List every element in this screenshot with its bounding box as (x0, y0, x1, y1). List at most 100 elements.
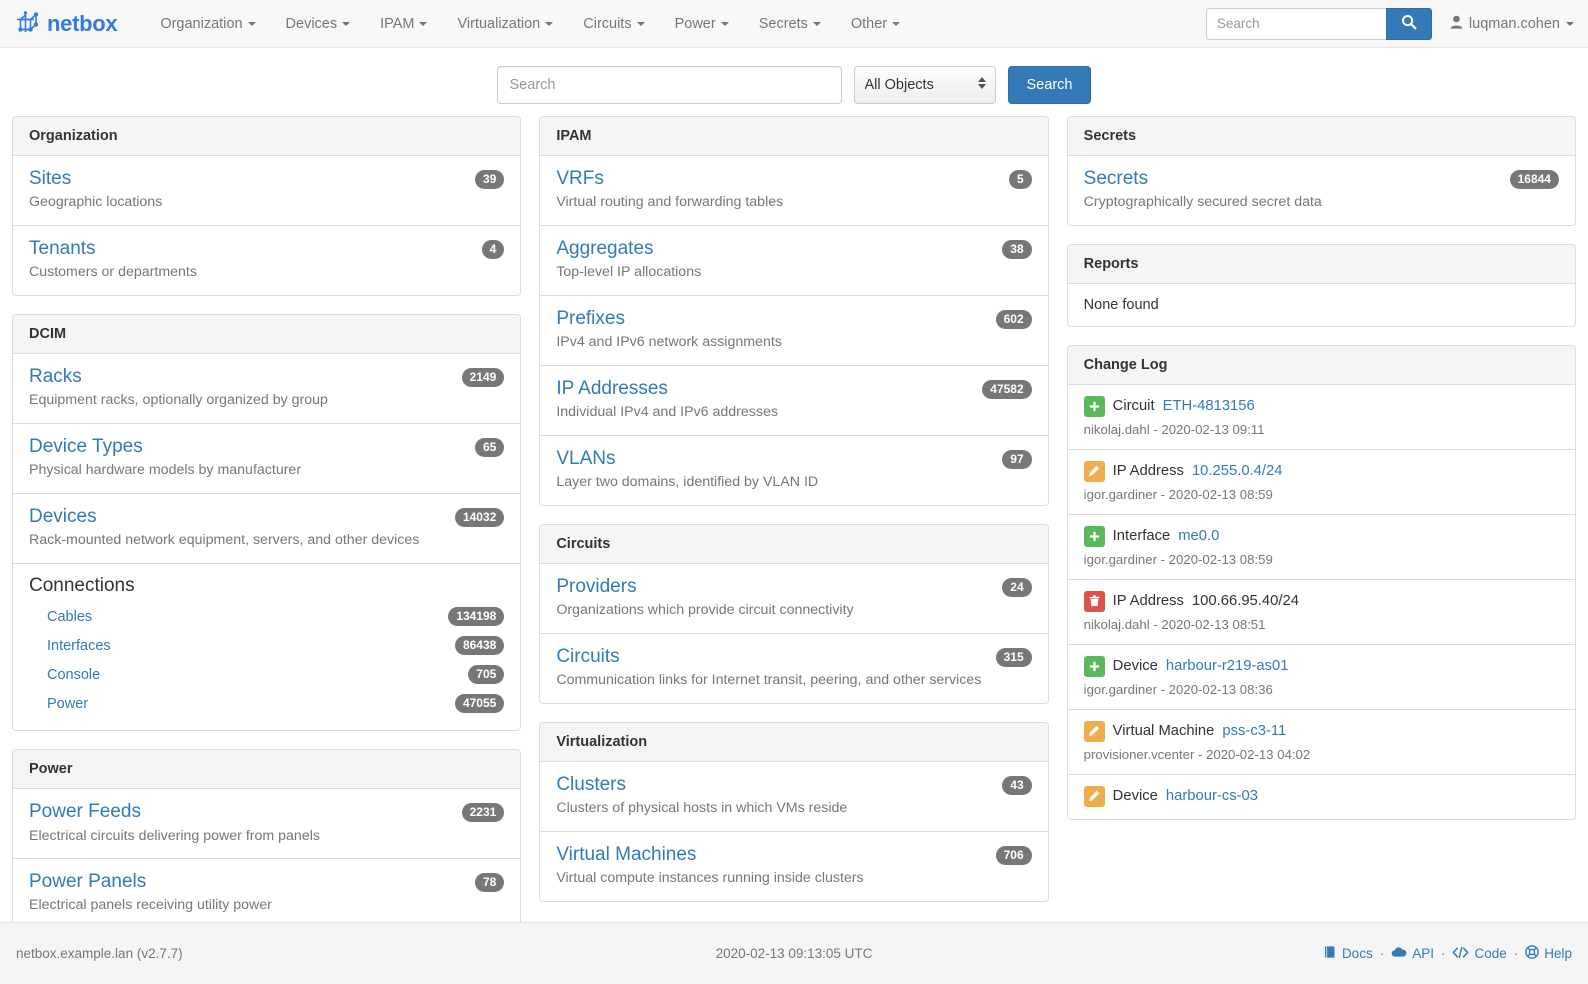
link-prefixes[interactable]: Prefixes (556, 307, 625, 329)
nav-item-devices[interactable]: Devices (271, 2, 366, 46)
column-middle: IPAM VRFs 5 Virtual routing and forwardi… (539, 116, 1049, 920)
link-sites[interactable]: Sites (29, 168, 72, 189)
changelog-object-link[interactable]: ETH-4813156 (1162, 397, 1255, 414)
changelog-object-link[interactable]: pss-c3-11 (1222, 722, 1287, 739)
life-ring-icon (1525, 945, 1540, 962)
link-aggregates[interactable]: Aggregates (556, 237, 654, 259)
user-menu[interactable]: luqman.cohen (1450, 15, 1574, 33)
count-badge: 315 (995, 647, 1032, 667)
list-item-description: Individual IPv4 and IPv6 addresses (556, 403, 778, 420)
count-badge: 706 (995, 845, 1032, 865)
changelog-entry: IP Address 100.66.95.40/24 nikolaj.dahl … (1067, 580, 1575, 645)
list-item-description: Clusters of physical hosts in which VMs … (556, 799, 848, 816)
navbar-search-input[interactable] (1205, 7, 1386, 40)
link-ip-addresses[interactable]: IP Addresses (556, 377, 668, 399)
count-badge: 78 (474, 873, 505, 893)
panel-list: Racks 2149 Equipment racks, optionally o… (13, 354, 521, 731)
navbar-search (1205, 7, 1432, 40)
reports-empty-text: None found (1083, 296, 1159, 313)
changelog-entry: Interface me0.0 igor.gardiner - 2020-02-… (1067, 515, 1575, 580)
link-virtual-machines[interactable]: Virtual Machines (556, 843, 697, 865)
changelog-entry: Device harbour-cs-03 (1068, 775, 1575, 819)
navbar-search-button[interactable] (1385, 7, 1432, 40)
link-vlans[interactable]: VLANs (556, 447, 616, 469)
panel-dcim: DCIM Racks 2149 Equipment racks, optiona… (12, 313, 522, 732)
count-badge: 5 (1008, 170, 1032, 189)
footer-link-api[interactable]: API (1391, 946, 1434, 961)
nav-item-power[interactable]: Power (660, 2, 744, 46)
changelog-meta: igor.gardiner - 2020-02-13 08:36 (1083, 681, 1273, 697)
list-item-description: Communication links for Internet transit… (556, 671, 982, 688)
list-item: Aggregates 38 Top-level IP allocations (540, 226, 1048, 296)
object-type-select[interactable]: All Objects (853, 66, 996, 104)
link-device-types[interactable]: Device Types (29, 435, 143, 457)
changelog-object-link[interactable]: me0.0 (1178, 527, 1220, 544)
link-vrfs[interactable]: VRFs (556, 168, 604, 189)
changelog-entry: Virtual Machine pss-c3-11 provisioner.vc… (1067, 710, 1575, 775)
list-item: Racks 2149 Equipment racks, optionally o… (13, 354, 521, 424)
list-item-description: Electrical panels receiving utility powe… (29, 897, 272, 914)
nav-item-label: Other (850, 15, 888, 32)
brand-logo[interactable]: netbox (8, 11, 127, 37)
changelog-object-link[interactable]: harbour-r219-as01 (1165, 657, 1289, 674)
nav-item-other[interactable]: Other (836, 2, 915, 46)
count-badge: 2149 (461, 367, 505, 387)
chevron-down-icon (812, 21, 821, 26)
list-item-description: Cryptographically secured secret data (1083, 194, 1322, 211)
panel-title: Power (13, 750, 521, 790)
panel-title: Reports (1067, 244, 1575, 284)
code-icon (1452, 946, 1469, 962)
link-circuits[interactable]: Circuits (556, 645, 620, 667)
changelog-entry: Circuit ETH-4813156 nikolaj.dahl - 2020-… (1067, 385, 1575, 450)
list-item-description: Virtual compute instances running inside… (556, 869, 864, 886)
count-badge: 47582 (982, 379, 1032, 399)
link-racks[interactable]: Racks (29, 365, 82, 387)
panel-title: Organization (13, 117, 521, 156)
search-input[interactable] (496, 66, 842, 104)
search-submit-button[interactable]: Search (1007, 66, 1092, 104)
nav-item-virtualization[interactable]: Virtualization (442, 2, 568, 46)
changelog-object-type: Virtual Machine (1112, 722, 1215, 739)
link-devices[interactable]: Devices (29, 505, 97, 527)
nav-menu: Organization Devices IPAM Virtualization… (145, 2, 915, 46)
link-secrets[interactable]: Secrets (1083, 168, 1149, 189)
changelog-meta: igor.gardiner - 2020-02-13 08:59 (1083, 551, 1273, 567)
pencil-icon (1083, 460, 1105, 482)
footer-host: netbox.example.lan (v2.7.7) (16, 946, 183, 961)
link-clusters[interactable]: Clusters (556, 773, 627, 795)
list-item: IP Addresses 47582 Individual IPv4 and I… (540, 366, 1048, 436)
pencil-icon (1083, 720, 1105, 742)
panel-secrets: Secrets Secrets 16844 Cryptographically … (1066, 116, 1576, 226)
panel-changelog: Change Log Circuit ETH-4813156 nikolaj.d… (1066, 344, 1576, 820)
link-providers[interactable]: Providers (556, 575, 637, 597)
link-console[interactable]: Console (47, 666, 101, 683)
list-item-description: Layer two domains, identified by VLAN ID (556, 473, 819, 490)
link-tenants[interactable]: Tenants (29, 237, 96, 259)
list-item-description: Physical hardware models by manufacturer (29, 461, 302, 478)
nav-item-secrets[interactable]: Secrets (744, 2, 836, 46)
count-badge: 65 (474, 437, 505, 457)
link-power-feeds[interactable]: Power Feeds (29, 801, 141, 823)
link-power-connections[interactable]: Power (47, 695, 89, 712)
footer-separator: · (1440, 946, 1446, 961)
link-power-panels[interactable]: Power Panels (29, 871, 147, 893)
nav-item-circuits[interactable]: Circuits (568, 2, 659, 46)
footer-link-code[interactable]: Code (1452, 946, 1507, 962)
count-badge: 602 (995, 309, 1032, 329)
footer-link-help[interactable]: Help (1525, 945, 1572, 962)
changelog-object-link[interactable]: harbour-cs-03 (1165, 787, 1259, 804)
cloud-icon (1391, 946, 1407, 961)
list-item: Circuits 315 Communication links for Int… (540, 634, 1047, 703)
link-cables[interactable]: Cables (47, 608, 93, 625)
panel-title: Secrets (1067, 117, 1575, 156)
nav-item-label: Secrets (758, 15, 808, 32)
footer-link-docs[interactable]: Docs (1323, 945, 1373, 962)
nav-item-ipam[interactable]: IPAM (365, 2, 442, 46)
changelog-object-link[interactable]: 10.255.0.4/24 (1191, 462, 1283, 479)
user-icon (1450, 15, 1463, 33)
nav-item-organization[interactable]: Organization (145, 2, 270, 46)
panel-list: Power Feeds 2231 Electrical circuits del… (13, 789, 521, 928)
link-interfaces[interactable]: Interfaces (47, 637, 111, 654)
panel-virtualization: Virtualization Clusters 43 Clusters of p… (539, 721, 1049, 902)
chevron-down-icon (636, 21, 645, 26)
